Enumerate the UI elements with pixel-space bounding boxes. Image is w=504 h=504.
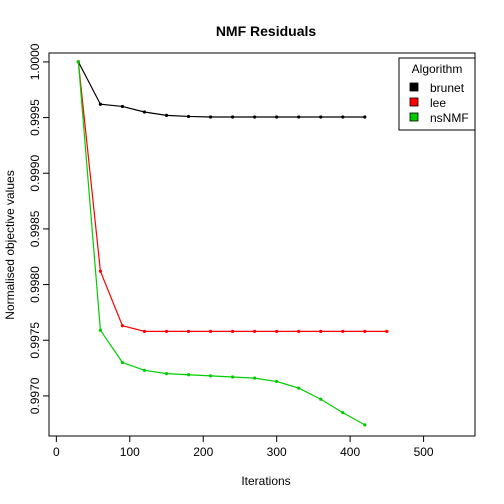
y-tick-label: 0.9975 — [28, 322, 42, 359]
series-layer — [76, 60, 389, 427]
x-tick-label: 300 — [267, 445, 287, 459]
data-point-lee — [164, 329, 169, 333]
y-tick-label: 0.9970 — [28, 377, 42, 414]
y-tick-label: 0.9995 — [28, 99, 42, 136]
legend-label-brunet: brunet — [430, 81, 465, 95]
data-point-brunet — [363, 115, 367, 119]
data-point-nsNMF — [98, 328, 103, 332]
series-brunet — [76, 60, 367, 119]
data-point-lee — [385, 329, 389, 333]
data-point-lee — [142, 329, 147, 333]
series-line-brunet — [77, 61, 365, 118]
data-point-lee — [98, 269, 103, 273]
x-tick-label: 0 — [53, 445, 60, 459]
data-point-lee — [208, 329, 213, 333]
legend-label-nsNMF: nsNMF — [430, 111, 469, 125]
x-tick-label: 200 — [193, 445, 213, 459]
y-tick-label: 1.0000 — [28, 43, 42, 80]
data-point-brunet — [253, 115, 257, 119]
data-point-nsNMF — [231, 375, 235, 379]
legend-swatch-nsNMF — [409, 112, 419, 122]
y-tick-label: 0.9990 — [28, 155, 42, 192]
data-point-brunet — [297, 115, 301, 119]
data-point-brunet — [208, 115, 213, 119]
data-point-brunet — [164, 113, 169, 117]
data-point-brunet — [275, 115, 279, 119]
data-point-nsNMF — [120, 360, 125, 365]
y-axis: 0.9970 0.9975 0.9980 0.9985 0.9990 0.9995 1.00… — [28, 43, 50, 414]
data-point-lee — [297, 329, 301, 333]
y-tick-label: 0.9980 — [28, 266, 42, 303]
x-tick-label: 400 — [340, 445, 360, 459]
legend-label-lee: lee — [430, 96, 446, 110]
x-axis: 0 100 200 300 400 500 — [53, 435, 434, 459]
series-line-nsNMF — [77, 61, 366, 426]
data-point-lee — [341, 329, 345, 333]
data-point-nsNMF — [142, 368, 147, 372]
data-point-brunet — [120, 104, 125, 109]
y-tick-label: 0.9985 — [28, 210, 42, 247]
legend-swatch-brunet — [409, 82, 419, 92]
data-point-nsNMF — [319, 397, 323, 401]
data-point-nsNMF — [341, 411, 345, 415]
data-point-brunet — [231, 115, 235, 119]
legend-title: Algorithm — [412, 62, 463, 76]
chart-title: NMF Residuals — [216, 23, 317, 39]
data-point-nsNMF — [164, 372, 169, 376]
data-point-nsNMF — [208, 374, 213, 378]
data-point-lee — [186, 329, 191, 333]
series-lee — [76, 60, 389, 333]
x-tick-label: 500 — [414, 445, 434, 459]
data-point-brunet — [186, 114, 191, 119]
x-tick-label: 100 — [120, 445, 140, 459]
data-point-lee — [319, 329, 323, 333]
data-point-brunet — [319, 115, 323, 119]
data-point-lee — [363, 329, 367, 333]
data-point-lee — [253, 329, 257, 333]
data-point-brunet — [142, 110, 147, 114]
data-point-lee — [275, 329, 279, 333]
data-point-lee — [231, 329, 235, 333]
data-point-brunet — [341, 115, 345, 119]
data-point-brunet — [98, 102, 103, 106]
data-point-nsNMF — [363, 423, 367, 427]
x-axis-label: Iterations — [241, 474, 290, 488]
legend-swatch-lee — [409, 97, 419, 107]
y-axis-label: Normalised objective values — [3, 170, 17, 319]
data-point-nsNMF — [275, 379, 279, 384]
data-point-nsNMF — [76, 60, 80, 64]
data-point-nsNMF — [186, 373, 191, 377]
data-point-lee — [120, 324, 125, 328]
series-nsNMF — [76, 60, 367, 427]
data-point-nsNMF — [253, 376, 257, 380]
series-line-lee — [77, 61, 387, 332]
data-point-nsNMF — [297, 386, 301, 390]
